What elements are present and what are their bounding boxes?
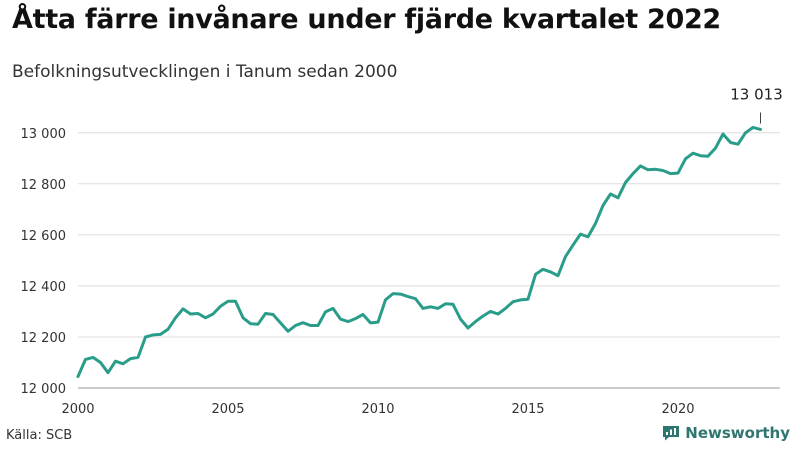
y-tick-label: 12 200 — [21, 331, 67, 346]
x-axis-ticks: 2000 2005 2010 2015 2020 — [61, 402, 694, 417]
x-tick-label: 2015 — [511, 402, 544, 417]
x-tick-label: 2020 — [661, 402, 694, 417]
x-tick-label: 2005 — [211, 402, 244, 417]
chart-title: Åtta färre invånare under fjärde kvartal… — [12, 4, 721, 35]
x-tick-label: 2000 — [61, 402, 94, 417]
y-tick-label: 12 600 — [21, 229, 67, 244]
y-tick-label: 13 000 — [21, 127, 67, 142]
series-line — [76, 125, 762, 378]
y-tick-label: 12 400 — [21, 280, 67, 295]
chart-subtitle: Befolkningsutvecklingen i Tanum sedan 20… — [12, 62, 398, 82]
newsworthy-logo-icon — [663, 426, 680, 441]
x-tick-label: 2010 — [361, 402, 394, 417]
brand-logo[interactable]: Newsworthy — [662, 424, 790, 442]
grid-lines — [78, 132, 780, 389]
source-note: Källa: SCB — [6, 428, 73, 443]
series-layer — [76, 125, 762, 378]
annotation-layer: 13 013 — [730, 85, 783, 124]
y-axis-ticks: 12 000 12 200 12 400 12 600 12 800 13 000 — [21, 127, 67, 397]
y-tick-label: 12 000 — [21, 382, 67, 397]
brand-name: Newsworthy — [685, 424, 790, 442]
y-tick-label: 12 800 — [21, 178, 67, 193]
annotation-label: 13 013 — [730, 85, 783, 103]
